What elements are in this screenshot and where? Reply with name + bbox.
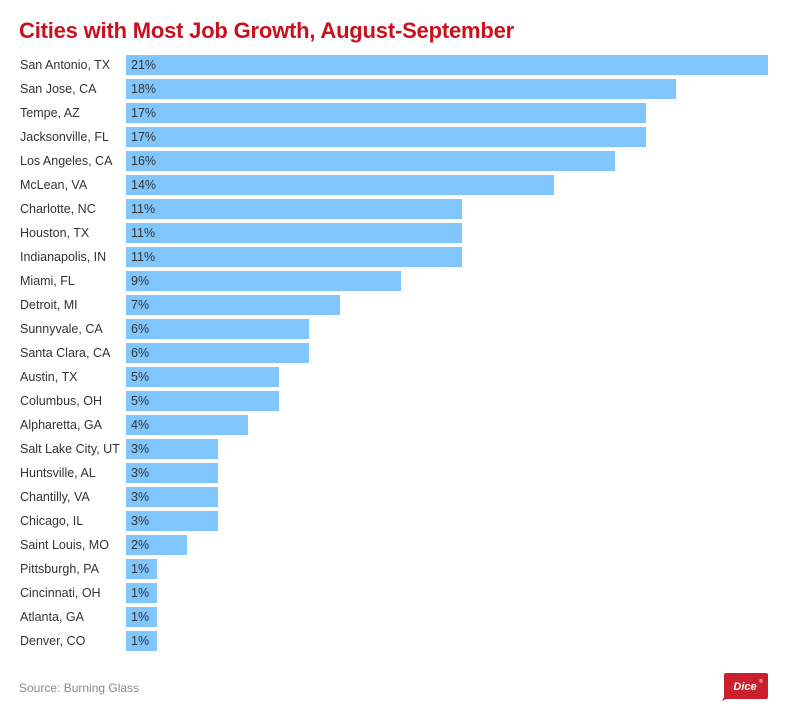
bar — [126, 535, 188, 555]
category-label: Miami, FL — [20, 274, 75, 288]
bar-value-label: 21% — [131, 58, 157, 72]
category-label: Atlanta, GA — [20, 610, 84, 624]
chart-title: Cities with Most Job Growth, August-Sept… — [19, 18, 514, 43]
bar-value-label: 1% — [131, 634, 150, 648]
category-label: Columbus, OH — [20, 394, 102, 408]
logo-text: Dice — [733, 681, 756, 693]
bar — [126, 271, 402, 291]
bar-value-label: 5% — [131, 370, 150, 384]
bar-value-label: 14% — [131, 178, 157, 192]
bar — [126, 223, 463, 243]
bar — [126, 319, 310, 339]
bar — [126, 583, 157, 603]
category-label: Denver, CO — [20, 634, 86, 648]
bar-value-label: 9% — [131, 274, 150, 288]
category-label: Chantilly, VA — [20, 490, 90, 504]
bar-value-label: 4% — [131, 418, 150, 432]
bar-value-label: 18% — [131, 82, 157, 96]
bar-value-label: 17% — [131, 106, 157, 120]
bar — [126, 439, 218, 459]
bar — [126, 463, 218, 483]
dice-logo: Dice ® — [722, 673, 768, 701]
bar-value-label: 3% — [131, 466, 150, 480]
bar-value-label: 1% — [131, 562, 150, 576]
category-label: Chicago, IL — [20, 514, 84, 528]
category-label: Austin, TX — [20, 370, 78, 384]
bar — [126, 391, 279, 411]
bar — [126, 295, 340, 315]
bar — [126, 343, 310, 363]
bar — [126, 151, 616, 171]
bar — [126, 559, 157, 579]
bar — [126, 55, 768, 75]
category-label: Sunnyvale, CA — [20, 322, 103, 336]
category-label: San Jose, CA — [20, 82, 97, 96]
bar — [126, 511, 218, 531]
category-label: San Antonio, TX — [20, 58, 111, 72]
bar-value-label: 5% — [131, 394, 150, 408]
bar — [126, 127, 646, 147]
bar — [126, 367, 279, 387]
bar-value-label: 1% — [131, 610, 150, 624]
category-label: Saint Louis, MO — [20, 538, 109, 552]
bar-value-label: 11% — [131, 202, 156, 216]
category-label: Pittsburgh, PA — [20, 562, 99, 576]
category-label: Alpharetta, GA — [20, 418, 102, 432]
category-label: Tempe, AZ — [20, 106, 80, 120]
category-label: McLean, VA — [20, 178, 88, 192]
category-label: Jacksonville, FL — [20, 130, 109, 144]
bar — [126, 415, 249, 435]
bar — [126, 199, 463, 219]
bar-value-label: 6% — [131, 322, 150, 336]
category-label: Huntsville, AL — [20, 466, 96, 480]
bar-value-label: 6% — [131, 346, 150, 360]
bar-value-label: 2% — [131, 538, 150, 552]
category-label: Houston, TX — [20, 226, 90, 240]
category-label: Charlotte, NC — [20, 202, 96, 216]
category-label: Salt Lake City, UT — [20, 442, 120, 456]
bar — [126, 247, 463, 267]
bar — [126, 607, 157, 627]
bar — [126, 103, 646, 123]
bar — [126, 487, 218, 507]
category-label: Indianapolis, IN — [20, 250, 107, 264]
bar-value-label: 16% — [131, 154, 157, 168]
source-note: Source: Burning Glass — [19, 681, 140, 695]
category-label: Santa Clara, CA — [20, 346, 111, 360]
bar-value-label: 11% — [131, 226, 156, 240]
logo-badge — [722, 673, 768, 701]
bar-value-label: 7% — [131, 298, 150, 312]
bar — [126, 175, 554, 195]
category-label: Detroit, MI — [20, 298, 78, 312]
bar-value-label: 1% — [131, 586, 150, 600]
bar — [126, 79, 677, 99]
bar-value-label: 3% — [131, 490, 150, 504]
bar-value-label: 11% — [131, 250, 156, 264]
category-label: Cincinnati, OH — [20, 586, 101, 600]
logo-registered-mark: ® — [759, 678, 763, 685]
bar-value-label: 3% — [131, 514, 150, 528]
category-label: Los Angeles, CA — [20, 154, 113, 168]
bar — [126, 631, 157, 651]
bar-value-label: 17% — [131, 130, 157, 144]
bar-value-label: 3% — [131, 442, 150, 456]
